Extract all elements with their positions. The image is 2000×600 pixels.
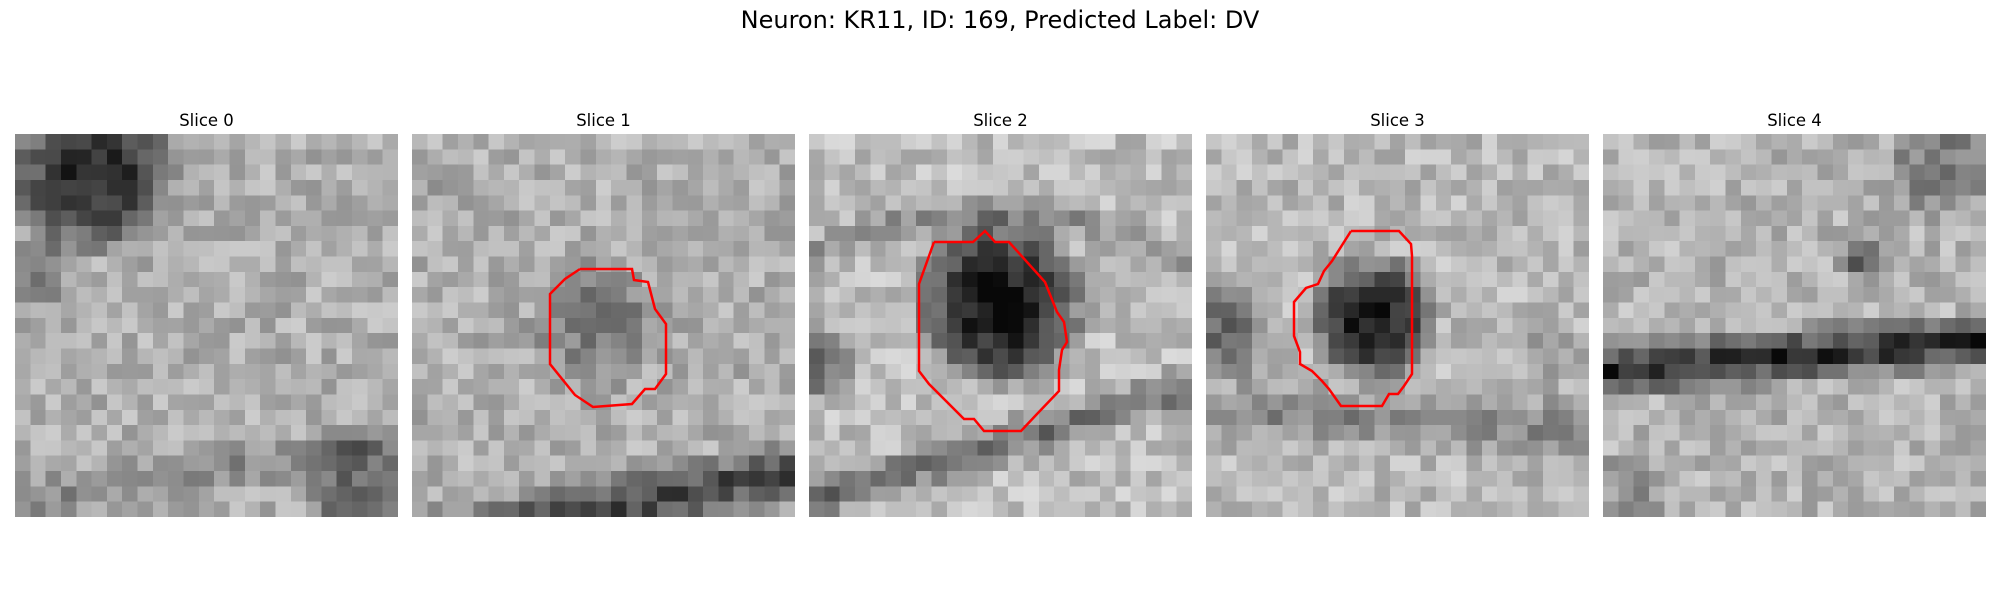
slice-title-4: Slice 4 [1767,111,1822,130]
contour-line-1 [548,267,668,409]
slice-image-1 [412,134,795,517]
figure-title: Neuron: KR11, ID: 169, Predicted Label: … [740,6,1260,34]
contour-overlay-1 [548,267,668,409]
grayscale-image-2 [809,134,1192,517]
slice-panel-1: Slice 1 [412,108,795,517]
grayscale-image-3 [1206,134,1589,517]
contour-line-2 [917,229,1069,433]
slice-title-1: Slice 1 [576,111,631,130]
grayscale-image-4 [1603,134,1986,517]
slice-panel-3: Slice 3 [1206,108,1589,517]
slice-title-2: Slice 2 [973,111,1028,130]
slice-panel-2: Slice 2 [809,108,1192,517]
slice-image-3 [1206,134,1589,517]
slice-image-2 [809,134,1192,517]
slice-title-3: Slice 3 [1370,111,1425,130]
contour-line-3 [1292,229,1414,408]
slice-image-4 [1603,134,1986,517]
grayscale-image-0 [15,134,398,517]
slice-panel-4: Slice 4 [1603,108,1986,517]
grayscale-image-1 [412,134,795,517]
slice-panel-0: Slice 0 [15,108,398,517]
slice-image-0 [15,134,398,517]
contour-overlay-3 [1292,229,1414,408]
contour-overlay-2 [917,229,1069,433]
slice-title-0: Slice 0 [179,111,234,130]
